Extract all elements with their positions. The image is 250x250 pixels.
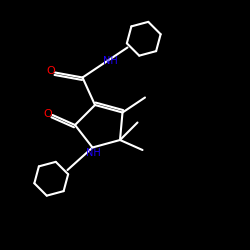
Text: NH: NH xyxy=(103,56,118,66)
Text: O: O xyxy=(46,66,55,76)
Text: O: O xyxy=(44,109,52,119)
Text: NH: NH xyxy=(86,148,101,158)
